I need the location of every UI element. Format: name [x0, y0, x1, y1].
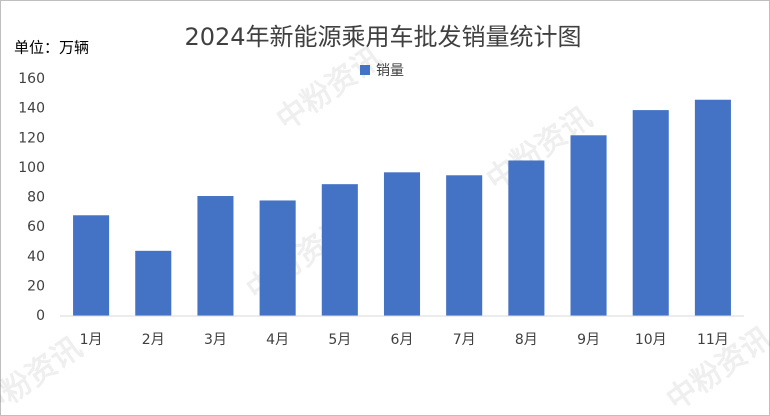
- x-tick-label: 8月: [515, 332, 538, 348]
- y-tick-label: 140: [18, 101, 45, 117]
- y-tick-label: 60: [27, 219, 45, 235]
- x-tick-label: 9月: [577, 332, 600, 348]
- y-tick-label: 160: [18, 71, 45, 87]
- unit-label: 单位：万辆: [14, 39, 89, 57]
- x-tick-label: 2月: [142, 332, 165, 348]
- legend-label: 销量: [376, 63, 404, 79]
- x-tick-label: 4月: [266, 332, 289, 348]
- bar: [508, 160, 545, 316]
- x-tick-label: 6月: [391, 332, 414, 348]
- bar: [197, 196, 234, 316]
- bar: [383, 172, 421, 316]
- y-tick-label: 80: [27, 190, 45, 206]
- bar: [321, 184, 358, 316]
- x-tick-label: 10月: [635, 332, 667, 348]
- bar: [135, 250, 172, 316]
- y-tick-label: 20: [27, 278, 45, 294]
- y-tick-label: 0: [36, 308, 45, 324]
- bar: [73, 215, 110, 316]
- y-tick-label: 40: [27, 249, 45, 265]
- x-tick-label: 5月: [328, 332, 351, 348]
- bar: [694, 99, 731, 316]
- x-tick-label: 11月: [697, 332, 729, 348]
- x-tick-label: 7月: [453, 332, 476, 348]
- bar: [632, 110, 669, 316]
- x-tick-label: 1月: [80, 332, 103, 348]
- chart-title: 2024年新能源乘用车批发销量统计图: [184, 23, 581, 51]
- y-tick-label: 120: [18, 130, 45, 146]
- legend-swatch: [360, 65, 370, 75]
- bar: [259, 200, 296, 316]
- bar: [446, 175, 483, 316]
- bar: [570, 135, 607, 316]
- x-tick-label: 3月: [204, 332, 227, 348]
- y-tick-label: 100: [18, 160, 45, 176]
